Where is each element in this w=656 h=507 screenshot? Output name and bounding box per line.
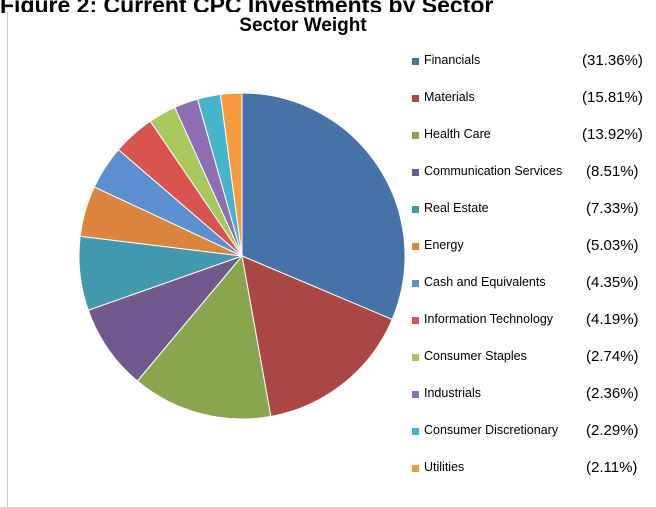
legend-item-cash-and-equivalents: Cash and Equivalents (4.35%) (412, 274, 647, 294)
legend-swatch (412, 317, 419, 324)
legend-label: Utilities (424, 460, 465, 474)
legend-swatch (412, 354, 419, 361)
legend-swatch (412, 428, 419, 435)
legend-swatch (412, 391, 419, 398)
legend-item-materials: Materials (15.81%) (412, 89, 647, 109)
legend-item-consumer-staples: Consumer Staples (2.74%) (412, 348, 647, 368)
legend-value: (5.03%) (586, 237, 639, 254)
legend-swatch (412, 132, 419, 139)
legend-label: Materials (424, 90, 475, 104)
legend-item-real-estate: Real Estate (7.33%) (412, 200, 647, 220)
legend-label: Industrials (424, 386, 481, 400)
legend-value: (2.36%) (586, 385, 639, 402)
legend-item-energy: Energy (5.03%) (412, 237, 647, 257)
legend-label: Health Care (424, 127, 491, 141)
legend-value: (7.33%) (586, 200, 639, 217)
legend-item-industrials: Industrials (2.36%) (412, 385, 647, 405)
legend-item-health-care: Health Care (13.92%) (412, 126, 647, 146)
legend-label: Cash and Equivalents (424, 275, 546, 289)
legend-value: (4.19%) (586, 311, 639, 328)
legend-item-utilities: Utilities (2.11%) (412, 459, 647, 479)
legend-swatch (412, 280, 419, 287)
legend-value: (31.36%) (582, 52, 643, 69)
legend-label: Consumer Discretionary (424, 423, 559, 437)
legend-label: Communication Services (424, 164, 563, 178)
legend-item-consumer-discretionary: Consumer Discretionary (2.29%) (412, 422, 647, 442)
chart-title: Sector Weight (239, 15, 367, 36)
legend-label: Information Technology (424, 312, 554, 326)
legend-swatch (412, 465, 419, 472)
legend-item-financials: Financials (31.36%) (412, 52, 647, 72)
pie-slice-utilities (219, 92, 243, 257)
legend-swatch (412, 206, 419, 213)
legend-item-communication-services: Communication Services (8.51%) (412, 163, 647, 183)
legend-swatch (412, 95, 419, 102)
legend-item-information-technology: Information Technology (4.19%) (412, 311, 647, 331)
legend-swatch (412, 243, 419, 250)
legend-value: (2.74%) (586, 348, 639, 365)
legend-value: (4.35%) (586, 274, 639, 291)
legend-swatch (412, 169, 419, 176)
legend-value: (13.92%) (582, 126, 643, 143)
legend-value: (2.11%) (586, 459, 638, 476)
legend-value: (2.29%) (586, 422, 639, 439)
pie-slice-communication-services (87, 254, 244, 382)
legend-label: Financials (424, 53, 481, 67)
legend-swatch (412, 58, 419, 65)
legend-label: Consumer Staples (424, 349, 527, 363)
legend-value: (15.81%) (582, 89, 643, 106)
legend-value: (8.51%) (586, 163, 639, 180)
legend-label: Real Estate (424, 201, 489, 215)
legend-label: Energy (424, 238, 464, 252)
pie-slice-health-care (136, 254, 272, 420)
pie-slice-financials (241, 92, 406, 321)
pie-slice-materials (241, 255, 393, 418)
